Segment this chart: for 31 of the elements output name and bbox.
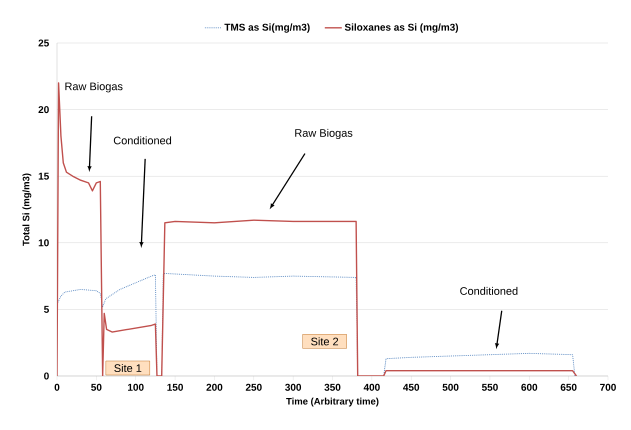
x-tick-label: 100 [128,384,144,391]
y-axis-title: Total Si (mg/m3) [22,174,32,246]
annotation: Conditioned [114,136,172,144]
annotation: Raw Biogas [295,128,352,140]
x-tick-label: 400 [364,384,380,391]
x-tick-label: 600 [521,384,538,391]
legend-label: TMS as Si(mg/m3) [224,23,310,33]
legend-label: Siloxanes as Si (mg/m3) [344,23,458,33]
x-tick-label: 300 [285,384,302,391]
annotation: Site 1 [114,364,142,372]
y-tick-label: 15 [38,172,49,180]
annotation: Raw Biogas [65,82,123,92]
x-tick-label: 250 [246,384,262,391]
x-axis-title: Time (Arbitrary time) [286,398,378,407]
x-tick-label: 350 [324,384,340,391]
x-tick-label: 650 [560,384,577,391]
y-tick-label: 5 [44,306,49,313]
y-tick-label: 20 [38,106,49,114]
x-tick-label: 0 [54,384,60,391]
x-tick-label: 200 [206,384,222,391]
x-tick-label: 450 [403,384,420,391]
x-tick-label: 700 [600,384,616,391]
x-tick-label: 50 [91,384,102,391]
y-tick-label: 10 [38,239,49,246]
x-tick-label: 550 [482,384,498,391]
y-tick-label: 25 [38,39,49,47]
y-tick-label: 0 [44,372,49,380]
annotation: Conditioned [460,286,518,295]
x-tick-label: 500 [442,384,458,391]
annotation: Site 2 [311,337,338,346]
x-tick-label: 150 [167,384,183,391]
